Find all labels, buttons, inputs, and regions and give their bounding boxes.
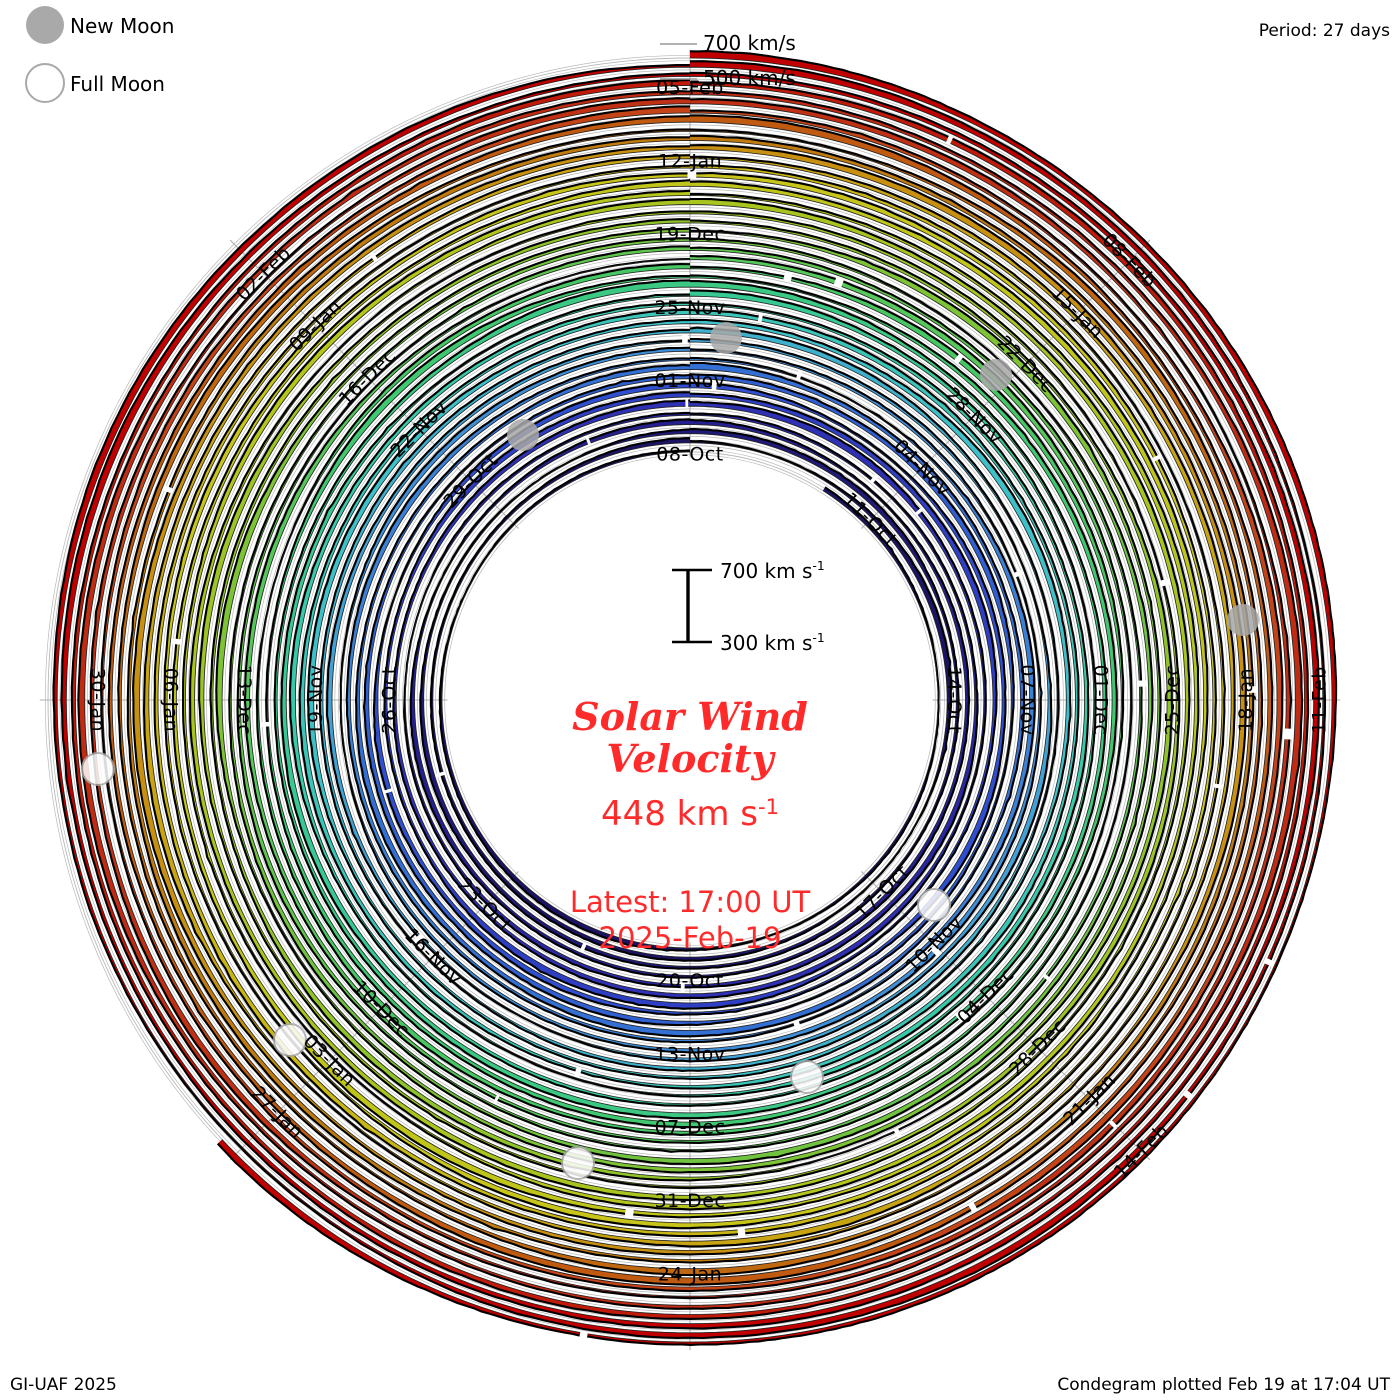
tick-500-label: 500 km/s xyxy=(703,66,796,90)
radial-axis-callouts: 700 km/s 500 km/s xyxy=(660,31,796,90)
date-label: 12-Jan xyxy=(658,150,722,172)
date-label: 31-Dec xyxy=(655,1190,726,1212)
scalebar-top-label: 700 km s-1 xyxy=(720,558,825,583)
date-label: 24-Jan xyxy=(658,1263,722,1285)
plotted-label: Condegram plotted Feb 19 at 17:04 UT xyxy=(1057,1375,1390,1395)
date-label: 01-Nov xyxy=(654,370,725,392)
date-label: 07-Dec xyxy=(655,1117,726,1139)
date-label: 08-Oct xyxy=(656,444,723,466)
date-label: 01-Dec xyxy=(1089,665,1111,736)
full-moon-marker xyxy=(273,1023,307,1057)
date-label: 25-Dec xyxy=(1162,665,1184,736)
moon-markers xyxy=(81,322,1259,1180)
date-label: 20-Oct xyxy=(656,970,723,992)
new-moon-marker xyxy=(710,322,742,354)
date-label: 13-Dec xyxy=(233,665,255,736)
full-moon-marker xyxy=(790,1060,824,1094)
date-label: 18-Jan xyxy=(1235,668,1257,732)
scalebar-bottom-label: 300 km s-1 xyxy=(720,630,825,655)
full-moon-marker xyxy=(917,888,951,922)
center-latest-line2: 2025-Feb-19 xyxy=(599,921,782,955)
date-label: 14-Oct xyxy=(943,666,965,733)
velocity-scalebar: 700 km s-1 300 km s-1 xyxy=(672,558,825,655)
date-label: 07-Nov xyxy=(1016,664,1038,735)
date-label: 19-Dec xyxy=(655,224,726,246)
full-moon-icon xyxy=(25,63,65,103)
new-moon-marker xyxy=(980,359,1012,391)
date-label: 05-Feb xyxy=(656,77,724,99)
center-title-line2: Velocity xyxy=(606,736,776,781)
new-moon-marker xyxy=(507,419,539,451)
period-label: Period: 27 days xyxy=(1259,21,1390,41)
new-moon-icon xyxy=(26,6,64,44)
new-moon-label: New Moon xyxy=(70,14,174,38)
date-label: 26-Oct xyxy=(379,666,401,733)
credit-label: GI-UAF 2025 xyxy=(10,1375,117,1395)
date-label: 30-Jan xyxy=(86,668,108,732)
date-label: 25-Nov xyxy=(654,297,725,319)
center-title-line1: Solar Wind xyxy=(572,694,808,739)
new-moon-marker xyxy=(1227,604,1259,636)
full-moon-marker xyxy=(561,1146,595,1180)
center-annotation: Solar Wind Velocity 448 km s-1 Latest: 1… xyxy=(570,694,811,955)
center-value: 448 km s-1 xyxy=(601,794,779,834)
center-latest-line1: Latest: 17:00 UT xyxy=(570,885,811,919)
date-label: 13-Nov xyxy=(654,1043,725,1065)
full-moon-label: Full Moon xyxy=(70,72,165,96)
tick-700-label: 700 km/s xyxy=(703,31,796,55)
date-label: 19-Nov xyxy=(305,664,327,735)
spiral-data-bands xyxy=(52,50,1338,1346)
moon-legend: New Moon Full Moon xyxy=(25,6,174,103)
date-label: 11-Feb xyxy=(1308,666,1330,734)
full-moon-marker xyxy=(81,752,115,786)
date-label: 06-Jan xyxy=(160,668,182,732)
